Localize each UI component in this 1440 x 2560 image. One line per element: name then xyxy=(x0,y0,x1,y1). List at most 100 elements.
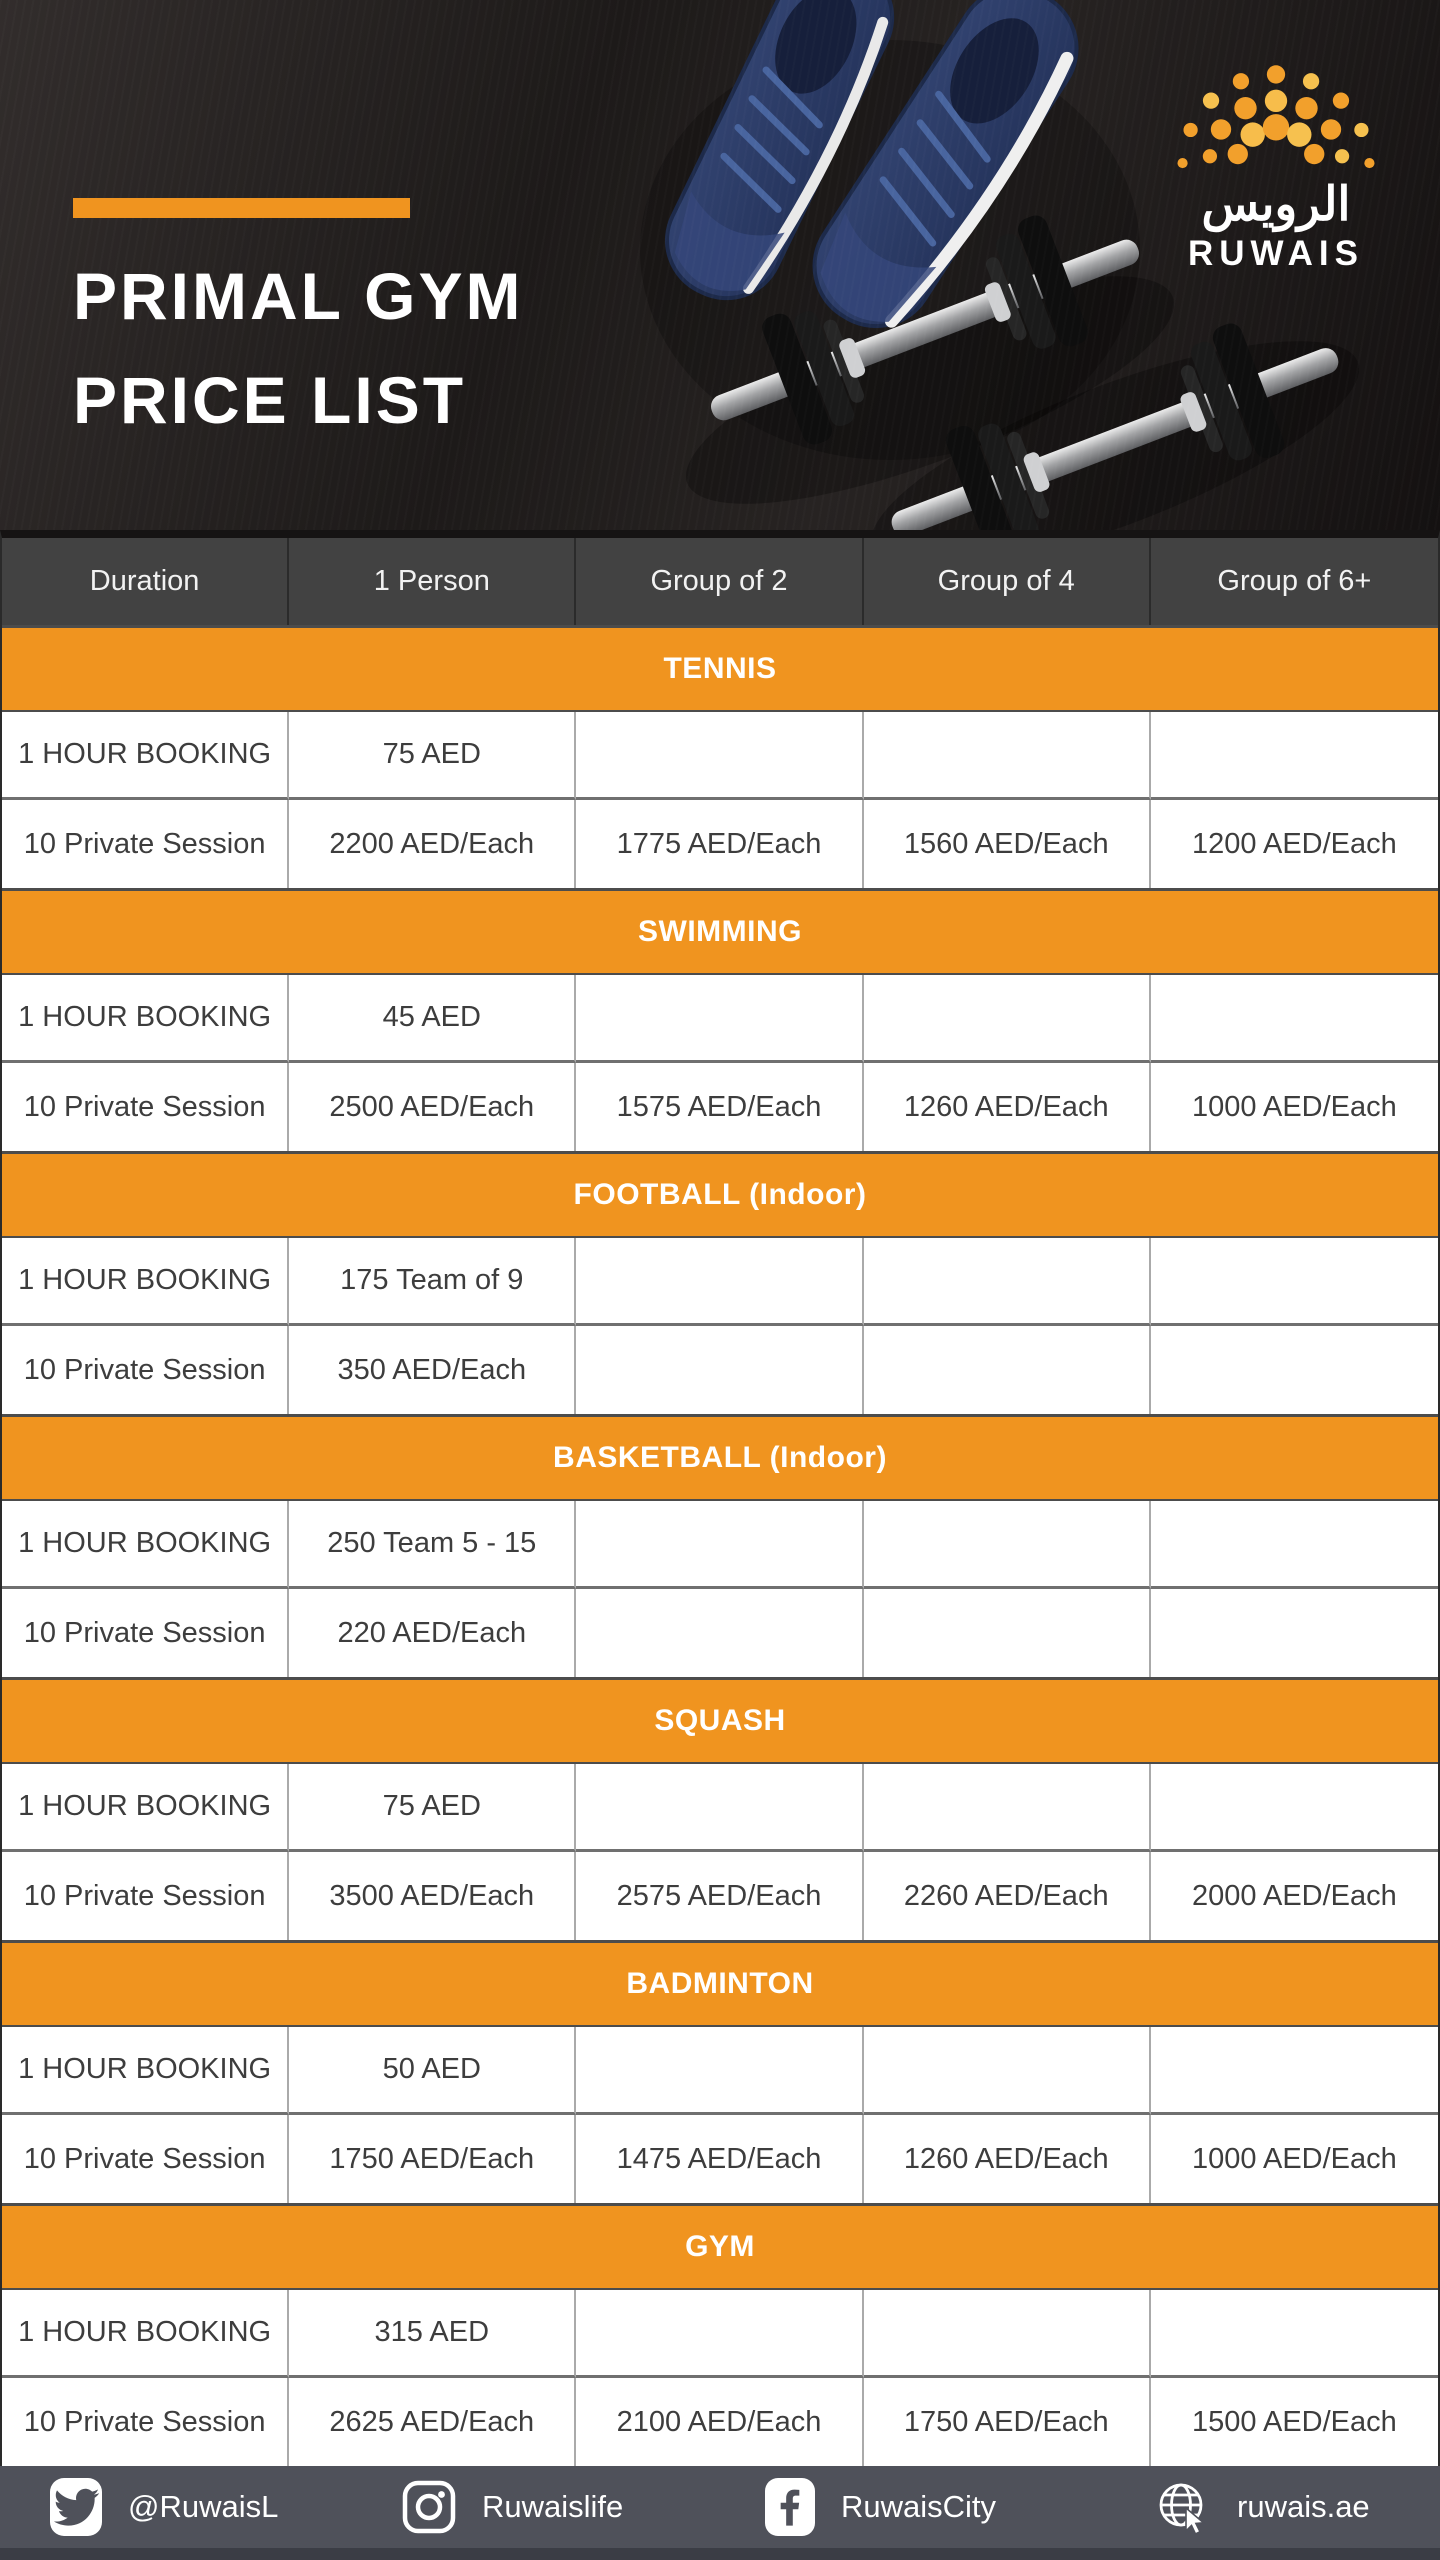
globe-icon xyxy=(1159,2483,1206,2536)
table-row: 10 Private Session 3500 AED/Each 2575 AED/… xyxy=(2,1852,1438,1940)
table-cell: 1 HOUR BOOKING xyxy=(2,2027,290,2115)
table-cell xyxy=(1150,1326,1438,1414)
table-cell: 10 Private Session xyxy=(2,1063,290,1151)
table-body: TENNIS 1 HOUR BOOKING 75 AED 10 Private Ses… xyxy=(2,625,1438,2466)
table-cell xyxy=(576,2290,864,2378)
twitter-icon xyxy=(50,2478,102,2536)
dumbbell-bottom xyxy=(891,323,1339,530)
social-item-facebook[interactable]: RuwaisCity xyxy=(689,2478,1052,2536)
column-header-1-person: 1 Person xyxy=(289,538,577,625)
table-cell xyxy=(863,1501,1151,1589)
table-cell: 10 Private Session xyxy=(2,2115,290,2203)
table-cell: 1 HOUR BOOKING xyxy=(2,1501,290,1589)
section-band-gym: GYM xyxy=(2,2203,1438,2290)
column-header-group-of-2: Group of 2 xyxy=(576,538,864,625)
table-row: 1 HOUR BOOKING 75 AED xyxy=(2,1764,1438,1852)
page-title: PRIMAL GYM PRICE LIST xyxy=(73,244,523,452)
table-row: 1 HOUR BOOKING 315 AED xyxy=(2,2290,1438,2378)
table-cell: 2625 AED/Each xyxy=(289,2378,577,2466)
dumbbell-top xyxy=(710,215,1140,445)
twitter-handle: @RuwaisL xyxy=(128,2489,279,2524)
facebook-icon xyxy=(765,2478,815,2536)
table-cell xyxy=(863,1238,1151,1326)
hero-banner: PRIMAL GYM PRICE LIST xyxy=(0,0,1440,530)
table-cell: 2000 AED/Each xyxy=(1150,1852,1438,1940)
table-cell xyxy=(576,1589,864,1677)
social-item-twitter[interactable]: @RuwaisL xyxy=(0,2478,337,2536)
social-footer: @RuwaisL Ruwaislife RuwaisCity xyxy=(0,2466,1440,2548)
instagram-icon xyxy=(402,2480,456,2534)
table-cell: 2260 AED/Each xyxy=(863,1852,1151,1940)
title-block: PRIMAL GYM PRICE LIST xyxy=(73,198,523,452)
table-cell: 1260 AED/Each xyxy=(863,2115,1151,2203)
table-cell xyxy=(1150,1589,1438,1677)
table-row: 1 HOUR BOOKING 45 AED xyxy=(2,975,1438,1063)
table-cell: 2100 AED/Each xyxy=(576,2378,864,2466)
table-cell xyxy=(863,1589,1151,1677)
table-header-row: Duration 1 Person Group of 2 Group of 4 … xyxy=(2,538,1438,625)
table-cell: 1200 AED/Each xyxy=(1150,800,1438,888)
table-cell: 75 AED xyxy=(289,1764,577,1852)
logo-latin-text: RUWAIS xyxy=(1188,234,1364,273)
section-band-squash: SQUASH xyxy=(2,1677,1438,1764)
table-cell: 1 HOUR BOOKING xyxy=(2,975,290,1063)
table-cell: 1 HOUR BOOKING xyxy=(2,712,290,800)
table-cell: 1775 AED/Each xyxy=(576,800,864,888)
social-item-instagram[interactable]: Ruwaislife xyxy=(337,2480,689,2534)
table-cell: 1500 AED/Each xyxy=(1150,2378,1438,2466)
column-header-duration: Duration xyxy=(2,538,290,625)
table-cell: 1575 AED/Each xyxy=(576,1063,864,1151)
table-cell xyxy=(863,975,1151,1063)
ruwais-logo: الرويس RUWAIS xyxy=(1164,48,1388,274)
table-row: 10 Private Session 2200 AED/Each 1775 AED/… xyxy=(2,800,1438,888)
facebook-handle: RuwaisCity xyxy=(841,2489,997,2524)
section-band-football-indoor: FOOTBALL (Indoor) xyxy=(2,1151,1438,1238)
logo-dots-icon xyxy=(1177,65,1375,169)
table-cell xyxy=(863,2290,1151,2378)
column-header-group-of-6: Group of 6+ xyxy=(1150,538,1438,625)
table-row: 1 HOUR BOOKING 50 AED xyxy=(2,2027,1438,2115)
section-band-basketball-indoor: BASKETBALL (Indoor) xyxy=(2,1414,1438,1501)
table-cell: 45 AED xyxy=(289,975,577,1063)
table-cell xyxy=(863,1326,1151,1414)
table-cell xyxy=(576,975,864,1063)
footer-bottom-strip xyxy=(0,2548,1440,2560)
table-row: 10 Private Session 350 AED/Each xyxy=(2,1326,1438,1414)
table-cell: 1475 AED/Each xyxy=(576,2115,864,2203)
section-band-badminton: BADMINTON xyxy=(2,1940,1438,2027)
table-cell: 1560 AED/Each xyxy=(863,800,1151,888)
table-cell: 1 HOUR BOOKING xyxy=(2,2290,290,2378)
table-cell xyxy=(576,1764,864,1852)
table-cell xyxy=(1150,1764,1438,1852)
section-band-swimming: SWIMMING xyxy=(2,888,1438,975)
table-cell xyxy=(1150,975,1438,1063)
table-cell: 1000 AED/Each xyxy=(1150,2115,1438,2203)
sneaker-right xyxy=(812,0,1079,329)
table-cell: 1 HOUR BOOKING xyxy=(2,1764,290,1852)
table-cell xyxy=(863,1764,1151,1852)
table-cell: 175 Team of 9 xyxy=(289,1238,577,1326)
table-cell xyxy=(1150,1238,1438,1326)
table-row: 1 HOUR BOOKING 250 Team 5 - 15 xyxy=(2,1501,1438,1589)
table-row: 10 Private Session 1750 AED/Each 1475 AED/… xyxy=(2,2115,1438,2203)
table-cell: 2500 AED/Each xyxy=(289,1063,577,1151)
table-row: 1 HOUR BOOKING 175 Team of 9 xyxy=(2,1238,1438,1326)
table-cell: 350 AED/Each xyxy=(289,1326,577,1414)
table-cell: 2200 AED/Each xyxy=(289,800,577,888)
table-cell xyxy=(863,2027,1151,2115)
table-cell xyxy=(1150,2290,1438,2378)
table-row: 10 Private Session 220 AED/Each xyxy=(2,1589,1438,1677)
table-cell xyxy=(863,712,1151,800)
logo-arabic-text: الرويس xyxy=(1201,177,1351,230)
table-cell: 10 Private Session xyxy=(2,800,290,888)
table-cell: 3500 AED/Each xyxy=(289,1852,577,1940)
section-band-tennis: TENNIS xyxy=(2,625,1438,712)
table-cell: 1750 AED/Each xyxy=(289,2115,577,2203)
table-cell: 1750 AED/Each xyxy=(863,2378,1151,2466)
social-item-website[interactable]: ruwais.ae xyxy=(1052,2478,1440,2536)
table-cell xyxy=(1150,2027,1438,2115)
table-cell xyxy=(576,1326,864,1414)
table-cell: 1000 AED/Each xyxy=(1150,1063,1438,1151)
table-row: 10 Private Session 2625 AED/Each 2100 AED/… xyxy=(2,2378,1438,2466)
